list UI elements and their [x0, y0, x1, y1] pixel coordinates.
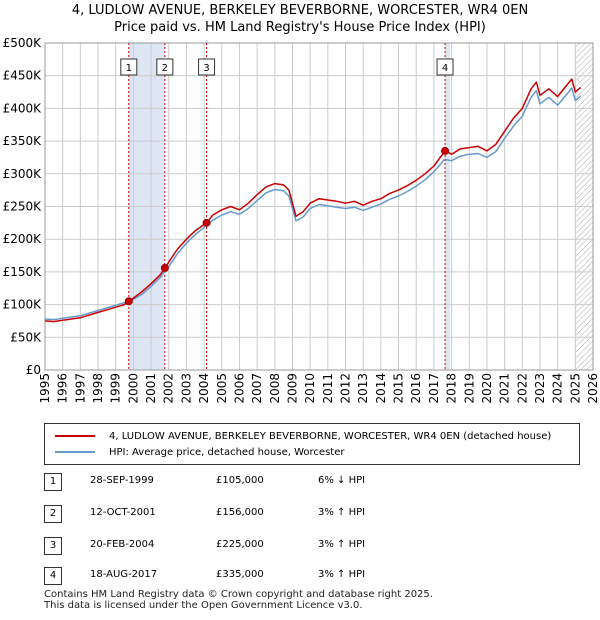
x-tick-label: 2016: [409, 373, 423, 404]
price-chart: £0 £50K £100K £150K £200K £250K £300K £350K £400…: [3, 36, 600, 404]
x-tick-label: 2013: [356, 373, 370, 404]
sale-date: 20-FEB-2004: [90, 539, 155, 550]
x-tick-label: 2011: [321, 373, 335, 404]
hpi-line: [44, 87, 582, 321]
x-tick-label: 2006: [232, 373, 246, 404]
x-tick-label: 2025: [568, 373, 582, 404]
x-tick-label: 2015: [392, 373, 406, 404]
x-tick-label: 2020: [480, 373, 494, 404]
sale-hpi-diff: 6% ↓ HPI: [318, 475, 366, 486]
sale-price: £335,000: [216, 569, 264, 580]
y-tick-label: £50K: [10, 330, 42, 344]
x-tick-label: 2021: [498, 373, 512, 404]
legend-item-property: 4, LUDLOW AVENUE, BERKELEY BEVERBORNE, W…: [55, 428, 551, 444]
sale-number-box: [198, 58, 216, 76]
sale-price: £156,000: [216, 507, 264, 518]
x-tick-label: 2026: [586, 373, 600, 404]
table-row: 3 20-FEB-2004 £225,000 3% ↑ HPI: [44, 537, 444, 555]
sale-date: 28-SEP-1999: [90, 475, 154, 486]
x-tick-label: 2003: [179, 373, 193, 404]
legend: 4, LUDLOW AVENUE, BERKELEY BEVERBORNE, W…: [44, 423, 580, 465]
footer-licence: This data is licensed under the Open Gov…: [44, 600, 363, 611]
legend-label-hpi: HPI: Average price, detached house, Worc…: [109, 446, 345, 458]
x-tick-label: 2002: [162, 373, 176, 404]
sale-price: £225,000: [216, 539, 264, 550]
sale-number-box: [436, 58, 454, 76]
chart-title-line2: Price paid vs. HM Land Registry's House …: [114, 20, 486, 35]
x-tick-label: 1998: [91, 373, 105, 404]
footer: Contains HM Land Registry data © Crown c…: [44, 589, 433, 611]
sale-number-badge: 3: [44, 537, 62, 555]
y-tick-label: £450K: [3, 69, 43, 83]
sale-number-label: 1: [126, 63, 132, 74]
sale-marker-dot: [202, 218, 211, 227]
x-tick-label: 2023: [533, 373, 547, 404]
y-tick-label: £100K: [3, 298, 43, 312]
sale-number-label: 3: [203, 63, 209, 74]
sale-date: 12-OCT-2001: [90, 507, 156, 518]
legend-item-hpi: HPI: Average price, detached house, Worc…: [55, 444, 344, 460]
y-tick-label: £350K: [3, 134, 43, 148]
x-tick-label: 2007: [250, 373, 264, 404]
chart-title-line1: 4, LUDLOW AVENUE, BERKELEY BEVERBORNE, W…: [71, 3, 529, 18]
legend-swatch-hpi: [55, 451, 95, 453]
x-tick-label: 2024: [551, 373, 565, 404]
x-tick-label: 2017: [427, 373, 441, 404]
sale-number-badge: 4: [44, 567, 62, 585]
y-tick-label: £300K: [3, 167, 43, 181]
sale-marker-dot: [124, 297, 133, 306]
y-tick-label: £200K: [3, 232, 43, 246]
sale-marker-dot: [160, 263, 169, 272]
sale-marker-dot: [441, 146, 450, 155]
x-tick-label: 2010: [303, 373, 317, 404]
x-tick-label: 1997: [73, 373, 87, 404]
sale-number-box: [156, 58, 174, 76]
x-tick-label: 2005: [215, 373, 229, 404]
property-price-line: [44, 78, 582, 323]
x-tick-label: 2001: [144, 373, 158, 404]
x-tick-label: 2000: [126, 373, 140, 404]
legend-swatch-property: [55, 435, 95, 437]
x-tick-label: 2019: [462, 373, 476, 404]
x-tick-label: 1995: [38, 373, 52, 404]
table-row: 2 12-OCT-2001 £156,000 3% ↑ HPI: [44, 505, 444, 523]
x-tick-label: 2009: [285, 373, 299, 404]
x-tick-label: 2008: [268, 373, 282, 404]
x-tick-label: 1996: [56, 373, 70, 404]
y-tick-label: £150K: [3, 265, 43, 279]
x-tick-label: 2004: [197, 373, 211, 404]
sale-number-label: 2: [162, 63, 168, 74]
sale-date: 18-AUG-2017: [90, 569, 158, 580]
sale-hpi-diff: 3% ↑ HPI: [318, 507, 366, 518]
x-tick-label: 2014: [374, 373, 388, 404]
y-tick-label: £500K: [3, 36, 43, 50]
sale-hpi-diff: 3% ↑ HPI: [318, 539, 366, 550]
y-tick-label: £0: [26, 363, 41, 377]
legend-label-property: 4, LUDLOW AVENUE, BERKELEY BEVERBORNE, W…: [109, 430, 552, 442]
sale-number-badge: 2: [44, 505, 62, 523]
x-tick-label: 2022: [515, 373, 529, 404]
footer-copyright: Contains HM Land Registry data © Crown c…: [44, 589, 433, 600]
sale-hpi-diff: 3% ↑ HPI: [318, 569, 366, 580]
x-tick-label: 2018: [445, 373, 459, 404]
sale-number-label: 4: [442, 63, 448, 74]
x-tick-label: 1999: [109, 373, 123, 404]
plot-frame: [44, 42, 594, 371]
sale-number-badge: 1: [44, 473, 62, 491]
table-row: 4 18-AUG-2017 £335,000 3% ↑ HPI: [44, 567, 444, 585]
x-tick-label: 2012: [339, 373, 353, 404]
sale-price: £105,000: [216, 475, 264, 486]
table-row: 1 28-SEP-1999 £105,000 6% ↓ HPI: [44, 473, 444, 491]
y-tick-label: £250K: [3, 200, 43, 214]
y-tick-label: £400K: [3, 101, 43, 115]
sale-number-box: [120, 58, 138, 76]
